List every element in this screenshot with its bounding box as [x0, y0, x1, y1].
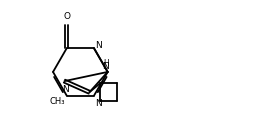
Text: N: N	[96, 41, 102, 50]
Text: N: N	[62, 85, 68, 94]
Text: N: N	[102, 62, 109, 71]
Text: CH₃: CH₃	[50, 97, 65, 106]
Text: N: N	[95, 99, 102, 108]
Text: O: O	[63, 12, 70, 21]
Text: H: H	[103, 59, 109, 68]
